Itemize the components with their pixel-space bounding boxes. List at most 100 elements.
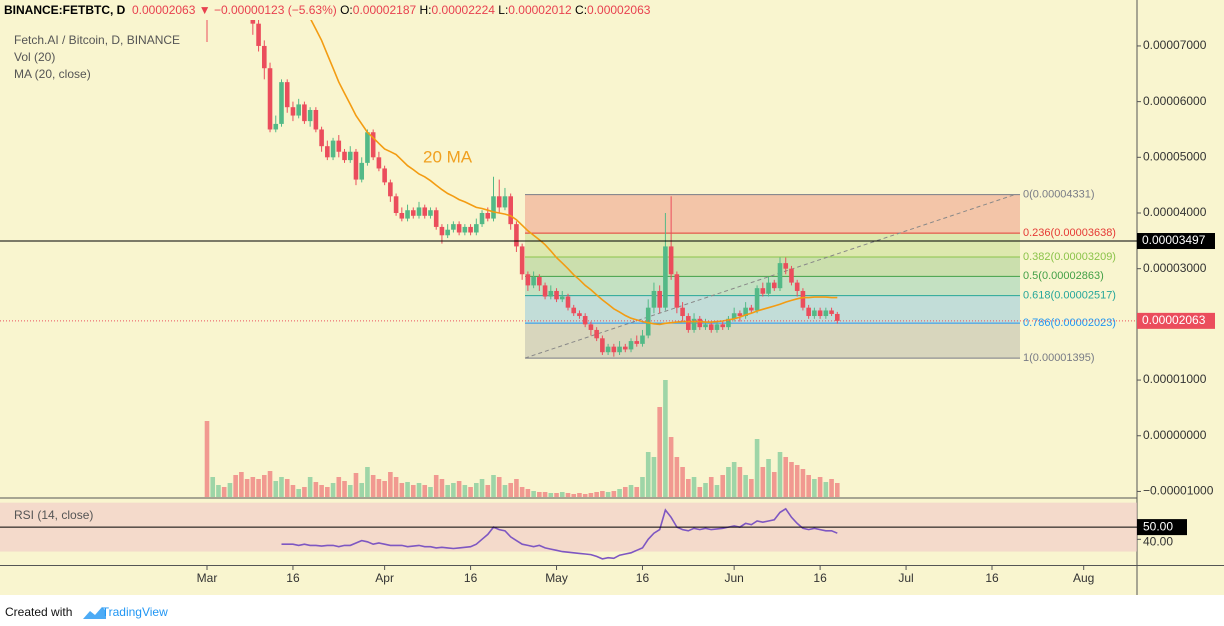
volume-bar [531, 491, 536, 497]
ma-line [310, 20, 838, 326]
volume-bar [611, 491, 617, 497]
candle-body [537, 277, 542, 286]
price-change: −0.00000123 (−5.63%) [213, 3, 337, 17]
candle-body [353, 151, 359, 180]
candle-body [548, 290, 554, 297]
candle-body [611, 346, 617, 353]
volume-bar [582, 494, 588, 497]
last-price-label: 0.00002063 [1142, 313, 1206, 327]
volume-bar [445, 485, 450, 497]
volume-bar [634, 487, 640, 497]
volume-bar [262, 475, 267, 497]
candle-body [594, 329, 599, 339]
volume-bar [491, 475, 496, 497]
fib-trend-line [524, 194, 1016, 359]
volume-bar [657, 407, 662, 497]
candle-body [731, 313, 737, 319]
y-tick-label: 0.00003000 [1143, 261, 1207, 275]
volume-bar [227, 483, 233, 497]
volume-bar [359, 483, 365, 497]
volume-bar [342, 481, 347, 497]
volume-bar [221, 487, 227, 497]
volume-bar [674, 457, 680, 497]
rsi-line [281, 507, 838, 560]
volume-bar [663, 380, 668, 497]
volume-bar [347, 485, 353, 497]
candle-body [485, 213, 491, 219]
ohlc-value: 0.00002063 [587, 3, 651, 17]
candle-body [686, 316, 691, 330]
candle-body [794, 282, 800, 291]
volume-bar [405, 482, 410, 497]
ohlc-key: C: [575, 3, 588, 17]
volume-bar [554, 493, 559, 497]
candle-body [491, 196, 496, 219]
candle-body [582, 316, 588, 325]
candle-body [325, 146, 330, 158]
volume-bar [835, 483, 840, 497]
volume-bar [559, 492, 565, 497]
rsi-tick-label: 50.00 [1143, 519, 1173, 533]
volume-bar [244, 479, 250, 497]
x-tick-label: Jul [898, 571, 913, 585]
candle-body [565, 296, 571, 308]
volume-bar [542, 492, 548, 497]
volume-bar [279, 477, 284, 497]
candle-body [806, 307, 811, 317]
candle-body [668, 246, 674, 275]
volume-bar [771, 472, 777, 497]
candle-body [571, 307, 577, 314]
volume-bar [571, 494, 577, 497]
volume-bar [416, 483, 422, 497]
candle-body [743, 307, 748, 317]
volume-bar [273, 481, 279, 497]
footer-brand[interactable]: TradingView [101, 605, 168, 619]
volume-bar [302, 487, 307, 497]
rsi-tick-label: 40.00 [1143, 535, 1173, 549]
last-price-box [1137, 312, 1215, 329]
candle-body [416, 207, 422, 216]
volume-bar [239, 472, 244, 497]
candle-body [789, 268, 794, 283]
symbol-header: BINANCE:FETBTC, D 0.00002063 ▼ −0.000001… [4, 3, 650, 17]
symbol: BINANCE:FETBTC, D [4, 3, 126, 17]
candle-body [749, 307, 754, 311]
volume-bar [548, 493, 554, 497]
candle-body [519, 246, 525, 275]
candle-body [405, 210, 410, 219]
volume-bar [468, 487, 473, 497]
volume-bar [823, 482, 829, 497]
candle-body [290, 107, 296, 116]
candle-body [330, 140, 336, 158]
volume-bar [806, 475, 811, 497]
candle-body [462, 226, 468, 233]
fib-band [525, 323, 1020, 359]
volume-bar [353, 473, 359, 497]
y-tick-label: 0.00000000 [1143, 428, 1207, 442]
ohlc-value: 0.00002187 [352, 3, 417, 17]
candle-body [737, 313, 743, 317]
volume-bar [514, 479, 519, 497]
tradingview-logo [83, 607, 106, 619]
volume-bar [456, 481, 462, 497]
candle-body [817, 310, 823, 317]
candle-body [302, 104, 307, 122]
candle-body [812, 310, 817, 317]
candle-body [267, 68, 273, 130]
volume-bar [485, 485, 491, 497]
volume-bar [365, 467, 370, 497]
fib-label: 0.236(0.00003638) [1023, 227, 1116, 239]
volume-bar [731, 462, 737, 497]
candle-body [726, 318, 731, 328]
ohlc-key: H: [419, 3, 432, 17]
volume-bar [284, 479, 290, 497]
candle-body [559, 296, 565, 300]
candle-body [697, 318, 703, 328]
candle-body [451, 224, 456, 230]
y-tick-label: 0.00006000 [1143, 94, 1207, 108]
volume-bar [336, 477, 342, 497]
candle-body [766, 282, 771, 294]
volume-bar [256, 479, 261, 497]
volume-bar [686, 479, 691, 497]
